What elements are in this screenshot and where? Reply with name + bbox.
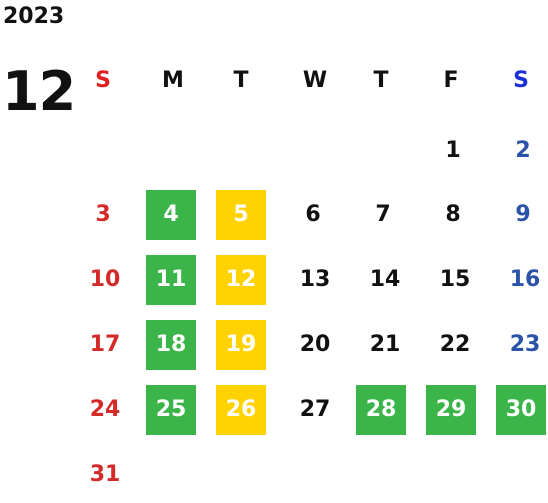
weekday-thu: T [373,68,389,93]
day-cell[interactable]: 9 [515,202,531,227]
day-cell[interactable]: 15 [439,267,471,292]
day-cell[interactable]: 3 [95,202,111,227]
day-cell-highlighted-yellow[interactable]: 12 [216,255,266,305]
weekday-sat: S [513,68,529,93]
calendar-month: 12 [2,60,76,123]
day-cell-highlighted-green[interactable]: 18 [146,320,196,370]
day-cell[interactable]: 10 [89,267,121,292]
day-cell[interactable]: 22 [439,332,471,357]
day-cell[interactable]: 6 [305,202,321,227]
day-cell-highlighted-green[interactable]: 11 [146,255,196,305]
day-cell-highlighted-yellow[interactable]: 26 [216,385,266,435]
day-cell-highlighted-green[interactable]: 25 [146,385,196,435]
weekday-tue: T [233,68,249,93]
day-cell-highlighted-green[interactable]: 30 [496,385,546,435]
day-cell[interactable]: 20 [299,332,331,357]
day-cell-highlighted-green[interactable]: 29 [426,385,476,435]
day-cell[interactable]: 31 [89,462,121,487]
day-cell[interactable]: 1 [445,138,461,163]
day-cell[interactable]: 27 [299,397,331,422]
day-cell-highlighted-green[interactable]: 28 [356,385,406,435]
day-cell[interactable]: 21 [369,332,401,357]
day-cell[interactable]: 23 [509,332,541,357]
calendar-year: 2023 [3,4,65,29]
day-cell[interactable]: 13 [299,267,331,292]
weekday-mon: M [162,68,184,93]
day-cell[interactable]: 2 [515,138,531,163]
weekday-sun: S [95,68,111,93]
day-cell-highlighted-yellow[interactable]: 5 [216,190,266,240]
day-cell-highlighted-green[interactable]: 4 [146,190,196,240]
day-cell[interactable]: 8 [445,202,461,227]
weekday-wed: W [302,68,328,93]
day-cell[interactable]: 14 [369,267,401,292]
day-cell[interactable]: 16 [509,267,541,292]
day-cell[interactable]: 7 [375,202,391,227]
day-cell[interactable]: 24 [89,397,121,422]
day-cell-highlighted-yellow[interactable]: 19 [216,320,266,370]
day-cell[interactable]: 17 [89,332,121,357]
weekday-fri: F [443,68,459,93]
